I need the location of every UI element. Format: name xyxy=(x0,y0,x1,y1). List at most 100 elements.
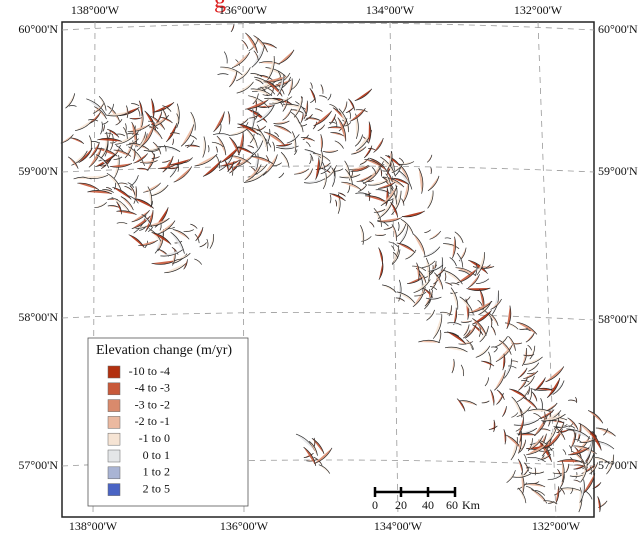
glacier xyxy=(157,146,181,152)
glacier xyxy=(355,113,359,140)
glacier xyxy=(425,296,442,300)
glacier xyxy=(528,362,540,372)
glacier xyxy=(305,141,311,148)
glacier xyxy=(162,105,172,112)
glacier xyxy=(517,458,523,474)
latitude-label: 60°00'N xyxy=(18,22,58,36)
scale-bar xyxy=(373,487,457,497)
glacier xyxy=(543,500,558,505)
glacier xyxy=(511,396,523,418)
glacier xyxy=(424,229,431,234)
glacier xyxy=(361,236,372,242)
glacier xyxy=(344,168,353,185)
longitude-label: 136°00'W xyxy=(219,3,268,17)
glacier xyxy=(164,144,167,152)
glacier xyxy=(151,232,172,245)
legend-swatch xyxy=(107,483,121,496)
glacier xyxy=(566,428,591,440)
glacier xyxy=(272,162,282,167)
glacier xyxy=(116,133,126,137)
glacier xyxy=(382,169,389,172)
glacier xyxy=(265,80,283,97)
glacier xyxy=(315,157,320,180)
glacier xyxy=(558,421,565,433)
latitude-label: 60°00'N xyxy=(598,22,638,36)
glacier xyxy=(438,257,444,279)
glacier xyxy=(440,311,452,316)
glacier xyxy=(88,147,102,168)
glacier xyxy=(560,488,565,495)
glacier xyxy=(286,134,300,144)
glacier xyxy=(151,156,160,159)
legend: Elevation change (m/yr) -10 to -4 -4 to -… xyxy=(87,337,249,507)
glacier xyxy=(256,124,260,132)
glacier xyxy=(131,103,140,107)
glacier xyxy=(534,377,546,392)
glacier xyxy=(359,225,365,245)
glacier xyxy=(433,274,442,285)
glacier xyxy=(329,114,336,125)
glacier xyxy=(524,462,529,472)
glacier xyxy=(122,126,128,139)
glacier xyxy=(526,442,549,456)
glacier xyxy=(547,501,555,504)
glacier xyxy=(313,447,333,465)
glacier xyxy=(273,120,290,125)
glacier xyxy=(102,189,114,193)
glacier xyxy=(450,287,459,310)
glacier xyxy=(524,483,546,488)
glacier xyxy=(306,117,321,122)
glacier xyxy=(300,123,308,127)
glacier xyxy=(527,456,546,463)
glacier xyxy=(520,472,525,495)
glacier xyxy=(534,467,537,476)
glacier xyxy=(430,167,432,175)
glacier xyxy=(517,433,537,436)
glacier xyxy=(303,178,326,184)
glacier xyxy=(506,470,516,483)
glacier xyxy=(104,132,113,135)
glacier xyxy=(250,73,263,77)
glacier xyxy=(567,417,579,430)
legend-swatch xyxy=(107,432,121,446)
glacier xyxy=(318,464,331,474)
glacier xyxy=(111,197,130,213)
glacier xyxy=(314,108,323,112)
glacier xyxy=(116,201,122,215)
glacier xyxy=(65,93,76,109)
glacier xyxy=(258,61,280,65)
glacier xyxy=(570,487,574,495)
glacier xyxy=(328,121,337,124)
glacier xyxy=(128,234,145,248)
glacier xyxy=(213,111,225,132)
glacier xyxy=(489,312,499,326)
glacier xyxy=(510,360,519,363)
glacier xyxy=(92,103,105,114)
glacier xyxy=(385,170,393,183)
glacier xyxy=(306,458,318,462)
glacier xyxy=(580,461,588,483)
glacier xyxy=(368,121,372,144)
scale-label: 20 xyxy=(395,498,407,512)
glacier xyxy=(506,305,512,329)
glacier xyxy=(87,190,113,195)
glacier xyxy=(517,417,524,436)
glacier xyxy=(382,284,397,293)
glacier xyxy=(481,264,491,270)
legend-swatch xyxy=(107,399,121,412)
glacier xyxy=(413,279,431,294)
glacier xyxy=(589,462,599,475)
glacier xyxy=(456,398,466,412)
glacier xyxy=(468,259,488,274)
glacier xyxy=(513,419,540,426)
glacier xyxy=(481,400,490,404)
latitude-label: 59°00'N xyxy=(598,164,638,178)
glacier xyxy=(249,113,261,119)
glacier xyxy=(416,262,420,281)
glacier xyxy=(592,482,602,489)
glacier xyxy=(575,460,583,464)
scale-label: 0 xyxy=(372,498,378,512)
glacier xyxy=(107,205,120,208)
glacier xyxy=(385,173,392,193)
glacier xyxy=(475,345,491,358)
